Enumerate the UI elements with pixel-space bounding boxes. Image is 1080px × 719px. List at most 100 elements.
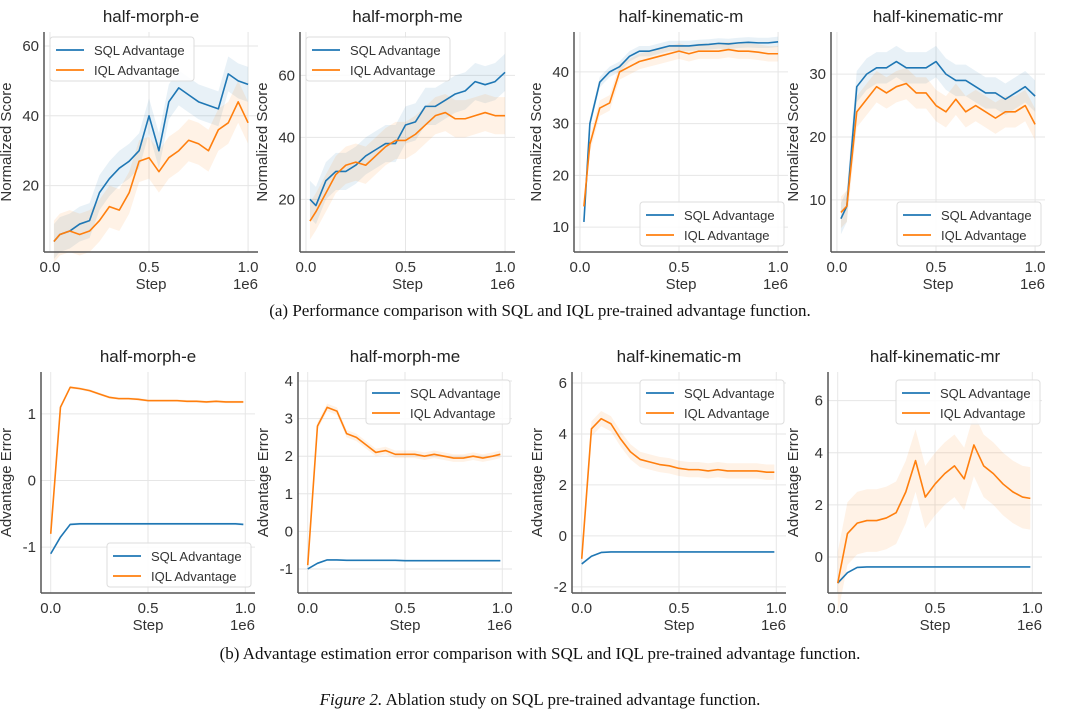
x-tick-label: 0.5 bbox=[669, 259, 690, 276]
y-tick-label: 60 bbox=[278, 67, 295, 84]
legend-label: IQL Advantage bbox=[410, 406, 496, 421]
legend: SQL Advantage IQL Advantage bbox=[639, 379, 785, 425]
legend-label: SQL Advantage bbox=[410, 386, 501, 401]
x-axis-multiplier: 1e6 bbox=[490, 276, 515, 293]
y-axis-label: Advantage Error bbox=[255, 428, 272, 537]
x-tick-label: 0.0 bbox=[827, 259, 848, 276]
legend-box bbox=[639, 379, 785, 425]
confidence-band bbox=[581, 551, 775, 565]
x-tick-label: 0.5 bbox=[925, 600, 946, 617]
subplot-title: half-morph-e bbox=[100, 347, 196, 366]
y-axis-label: Normalized Score bbox=[785, 82, 802, 201]
iql-advantage-line bbox=[580, 417, 775, 559]
y-tick-label: 0 bbox=[559, 528, 567, 545]
x-axis-label: Step bbox=[390, 617, 421, 634]
subplot-title: half-kinematic-mr bbox=[870, 347, 1001, 366]
subplot-8: 0.0 0.5 1.0 0 2 4 6 half-kinematic-mr Step 1e6 Adv… bbox=[785, 347, 1043, 634]
y-tick-label: 40 bbox=[278, 129, 295, 146]
x-axis-label: Step bbox=[920, 617, 951, 634]
iql-advantage-line bbox=[49, 386, 244, 534]
x-axis-multiplier: 1e6 bbox=[1017, 617, 1042, 634]
figure-label: Figure 2. bbox=[319, 690, 383, 709]
y-tick-label: 20 bbox=[809, 129, 826, 146]
legend: SQL Advantage IQL Advantage bbox=[106, 542, 252, 588]
x-tick-label: 0.5 bbox=[669, 600, 690, 617]
subplot-title: half-kinematic-m bbox=[619, 7, 744, 26]
x-axis-multiplier: 1e6 bbox=[233, 276, 258, 293]
x-tick-label: 1.0 bbox=[235, 600, 256, 617]
y-tick-label: 0 bbox=[28, 473, 36, 490]
caption-b: (b) Advantage estimation error compariso… bbox=[219, 644, 861, 663]
y-axis-label: Advantage Error bbox=[0, 428, 15, 537]
y-tick-label: 2 bbox=[815, 497, 823, 514]
legend-label: IQL Advantage bbox=[350, 63, 436, 78]
y-tick-label: 10 bbox=[552, 219, 569, 236]
x-tick-label: 0.5 bbox=[395, 259, 416, 276]
subplot-title: half-morph-me bbox=[352, 7, 463, 26]
x-axis-multiplier: 1e6 bbox=[230, 617, 255, 634]
sql-advantage-line bbox=[837, 566, 1031, 584]
subplot-title: half-kinematic-m bbox=[617, 347, 742, 366]
subplot-6: 0.0 0.5 1.0 -1 0 1 2 3 4 half-morph-me Step 1e6 Adva… bbox=[255, 347, 513, 634]
y-tick-label: 30 bbox=[809, 66, 826, 83]
y-axis-label: Normalized Score bbox=[528, 82, 545, 201]
legend-box bbox=[895, 379, 1041, 425]
x-tick-label: 0.0 bbox=[296, 259, 317, 276]
y-tick-label: 40 bbox=[22, 108, 39, 125]
y-tick-label: 2 bbox=[559, 477, 567, 494]
iql-advantage-line bbox=[306, 406, 501, 566]
caption-a: (a) Performance comparison with SQL and … bbox=[269, 301, 811, 320]
x-axis-multiplier: 1e6 bbox=[763, 276, 788, 293]
iql-advantage-line bbox=[836, 444, 1031, 584]
legend: SQL Advantage IQL Advantage bbox=[49, 36, 195, 82]
x-axis-label: Step bbox=[133, 617, 164, 634]
legend-label: IQL Advantage bbox=[684, 228, 770, 243]
subplot-title: half-morph-e bbox=[103, 7, 199, 26]
x-tick-label: 0.0 bbox=[570, 259, 591, 276]
confidence-band bbox=[309, 93, 506, 240]
legend-label: SQL Advantage bbox=[684, 208, 775, 223]
x-axis-label: Step bbox=[392, 276, 423, 293]
y-axis-label: Advantage Error bbox=[785, 428, 802, 537]
y-tick-label: 3 bbox=[285, 411, 293, 428]
x-axis-multiplier: 1e6 bbox=[1020, 276, 1045, 293]
sql-advantage-line bbox=[581, 551, 775, 565]
legend-label: SQL Advantage bbox=[941, 208, 1032, 223]
legend-label: IQL Advantage bbox=[941, 228, 1027, 243]
legend-label: SQL Advantage bbox=[684, 386, 775, 401]
legend-label: SQL Advantage bbox=[350, 43, 441, 58]
iql-advantage-line bbox=[840, 82, 1036, 213]
legend-label: IQL Advantage bbox=[94, 63, 180, 78]
y-tick-label: 1 bbox=[28, 406, 36, 423]
confidence-band bbox=[50, 385, 244, 536]
x-tick-label: 0.0 bbox=[40, 259, 61, 276]
legend: SQL Advantage IQL Advantage bbox=[305, 36, 451, 82]
confidence-band bbox=[53, 56, 249, 259]
y-tick-label: 0 bbox=[815, 549, 823, 566]
legend: SQL Advantage IQL Advantage bbox=[639, 201, 785, 247]
x-axis-label: Step bbox=[666, 276, 697, 293]
subplot-2: 0.0 0.5 1.0 20 40 60 half-morph-me Step 1e6 Norma… bbox=[254, 7, 515, 293]
x-tick-label: 0.0 bbox=[571, 600, 592, 617]
y-axis-label: Normalized Score bbox=[254, 82, 271, 201]
x-tick-label: 0.0 bbox=[40, 600, 61, 617]
subplot-3: 0.0 0.5 1.0 10 20 30 40 half-kinematic-m Step 1e6… bbox=[528, 7, 789, 293]
legend-label: SQL Advantage bbox=[940, 386, 1031, 401]
x-tick-label: 1.0 bbox=[766, 600, 787, 617]
legend: SQL Advantage IQL Advantage bbox=[896, 201, 1042, 247]
sql-advantage-line bbox=[583, 41, 779, 223]
confidence-band bbox=[307, 403, 501, 569]
legend-label: SQL Advantage bbox=[151, 549, 242, 564]
y-tick-label: 10 bbox=[809, 192, 826, 209]
x-tick-label: 0.0 bbox=[297, 600, 318, 617]
x-tick-label: 1.0 bbox=[238, 259, 259, 276]
legend-label: SQL Advantage bbox=[94, 43, 185, 58]
iql-advantage-line bbox=[53, 101, 249, 243]
y-tick-label: 1 bbox=[285, 486, 293, 503]
x-axis-label: Step bbox=[136, 276, 167, 293]
iql-advantage-line bbox=[583, 48, 779, 207]
figure-text: Ablation study on SQL pre-trained advant… bbox=[382, 690, 761, 709]
subplot-4: 0.0 0.5 1.0 10 20 30 half-kinematic-mr Step 1e6 N… bbox=[785, 7, 1046, 293]
